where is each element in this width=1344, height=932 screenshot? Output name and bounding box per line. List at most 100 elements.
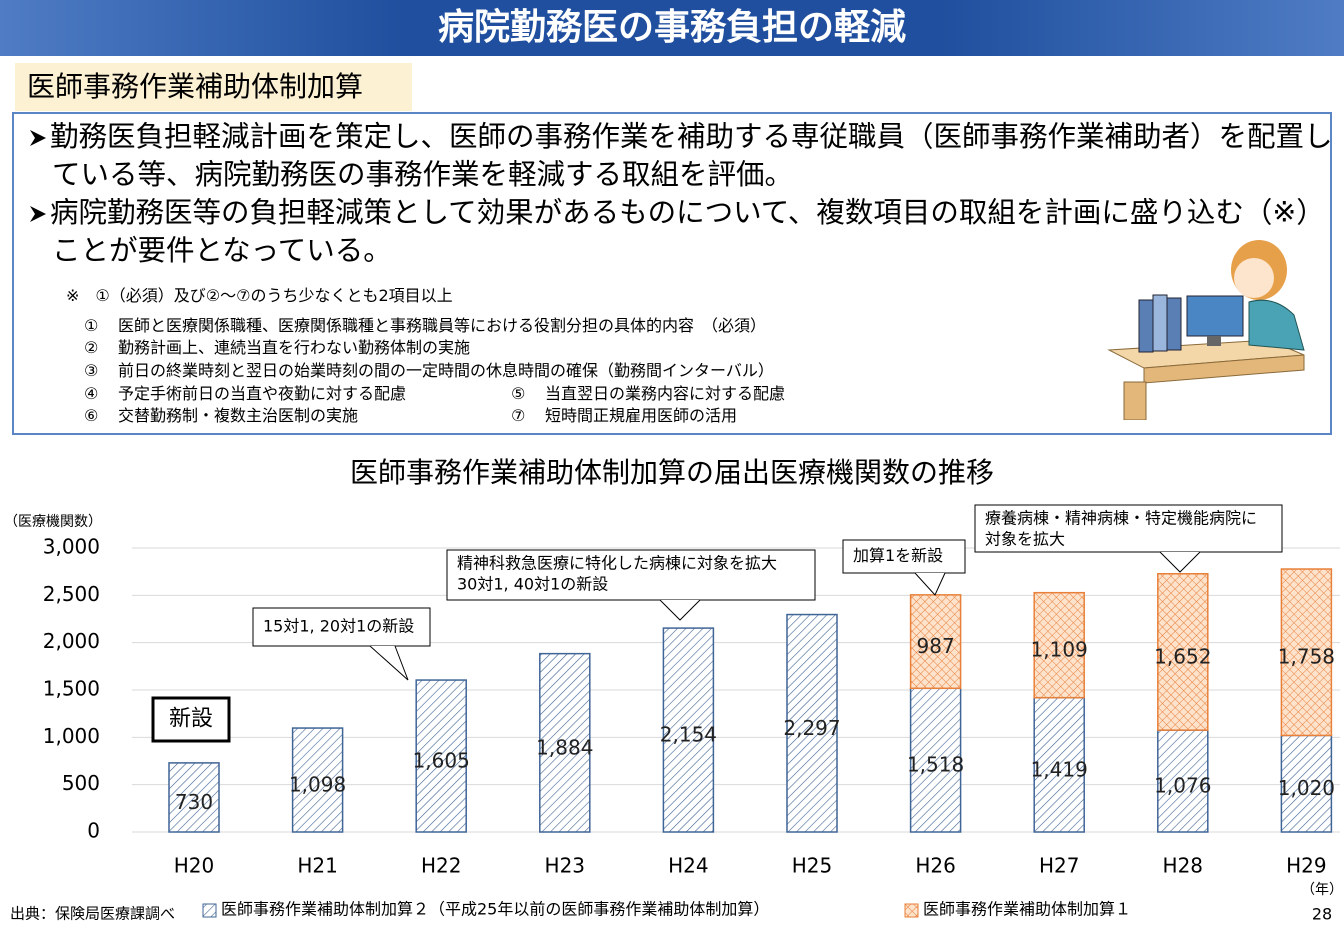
value-label: 1,419	[1031, 757, 1088, 781]
y-tick-label: 2,500	[43, 582, 100, 606]
value-label: 1,098	[289, 773, 346, 797]
note-item: ① 医師と医療関係職種、医療関係職種と事務職員等における役割分担の具体的内容 （必…	[84, 312, 766, 336]
x-tick-label: H24	[668, 854, 709, 878]
note-text: 医師と医療関係職種、医療関係職種と事務職員等における役割分担の具体的内容 （必須…	[118, 316, 767, 335]
note-heading: ※ ①（必須）及び②～⑦のうち少なくとも2項目以上	[66, 286, 453, 305]
bar-segment	[909, 687, 962, 833]
x-tick-label: H29	[1286, 854, 1327, 878]
value-label: 730	[175, 790, 213, 814]
callout-box	[974, 504, 1283, 553]
annotation: 新設	[169, 707, 213, 732]
bar-segment	[291, 727, 344, 833]
y-axis-label: （医療機関数）	[4, 513, 102, 530]
bar-segment	[1280, 734, 1333, 833]
value-label: 1,109	[1031, 638, 1088, 662]
bullet-text: 病院勤務医等の負担軽減策として効果があるものについて、複数項目の取組を計画に盛り…	[50, 196, 1325, 267]
bar-segment	[662, 627, 715, 833]
x-axis-label: （年）	[1301, 882, 1343, 898]
bar-segment	[786, 613, 838, 833]
value-label: 1,020	[1278, 776, 1335, 800]
x-tick-label: H27	[1039, 854, 1080, 878]
note-text: 短時間正規雇用医師の活用	[545, 406, 738, 425]
y-tick-label: 500	[62, 771, 100, 795]
value-label: 987	[917, 634, 955, 658]
callout-box	[252, 607, 431, 647]
legend-swatch	[202, 903, 217, 918]
note-number: ①	[84, 316, 99, 335]
illustration	[1107, 240, 1305, 420]
x-tick-label: H21	[297, 854, 338, 878]
note-text: 予定手術前日の当直や夜勤に対する配慮	[118, 384, 407, 403]
bullet: 病院勤務医等の負担軽減策として効果があるものについて、複数項目の取組を計画に盛り…	[24, 194, 1344, 270]
note-number: ⑦	[511, 406, 526, 425]
bar-segment	[1033, 696, 1085, 833]
note-item: ⑤ 当直翌日の業務内容に対する配慮	[511, 380, 785, 404]
value-label: 1,652	[1154, 644, 1211, 668]
value-label: 1,758	[1278, 645, 1335, 669]
value-label: 1,884	[536, 735, 593, 759]
bar-segment	[1157, 572, 1209, 731]
y-tick-label: 1,000	[43, 724, 100, 748]
bar-segment	[1280, 568, 1333, 737]
y-tick-label: 1,500	[43, 677, 100, 701]
note-text: 勤務計画上、連続当直を行わない勤務体制の実施	[118, 338, 471, 357]
x-tick-label: H25	[792, 854, 833, 878]
callout-tail	[369, 645, 409, 681]
value-label: 2,154	[660, 723, 717, 747]
legend-label: 医師事務作業補助体制加算２（平成25年以前の医師事務作業補助体制加算）	[221, 900, 769, 919]
header-title: 病院勤務医の事務負担の軽減	[0, 0, 1344, 56]
annotation: 精神科救急医療に特化した病棟に対象を拡大	[457, 554, 777, 573]
description-box: 勤務医負担軽減計画を策定し、医師の事務作業を補助する専従職員（医師事務作業補助者…	[12, 112, 1333, 435]
legend-swatch	[904, 903, 919, 918]
legend-label: 医師事務作業補助体制加算１	[923, 900, 1131, 919]
x-tick-label: H20	[174, 854, 215, 878]
value-label: 1,518	[907, 753, 964, 777]
bar-segment	[1157, 729, 1209, 833]
note-number: ④	[84, 384, 99, 403]
chart-title: 医師事務作業補助体制加算の届出医療機関数の推移	[350, 456, 994, 489]
value-label: 2,297	[783, 716, 840, 740]
note-number: ②	[84, 338, 99, 357]
note-item: ② 勤務計画上、連続当直を行わない勤務体制の実施	[84, 334, 470, 358]
annotation: 対象を拡大	[985, 530, 1065, 549]
callout-box	[842, 539, 966, 574]
bar-segment	[415, 679, 467, 833]
y-tick-label: 3,000	[43, 535, 100, 559]
annotation: 加算1を新設	[853, 546, 943, 565]
callout-tail	[659, 599, 701, 621]
annotation: 30対1, 40対1の新設	[457, 575, 608, 594]
note-text: 交替勤務制・複数主治医制の実施	[118, 406, 359, 425]
note-number: ⑥	[84, 406, 99, 425]
bullet-icon	[30, 130, 46, 146]
bar-segment	[909, 594, 962, 690]
y-tick-label: 2,000	[43, 629, 100, 653]
note-item: ④ 予定手術前日の当直や夜勤に対する配慮	[84, 380, 406, 404]
annotation: 15対1, 20対1の新設	[263, 617, 414, 636]
bar-segment	[168, 762, 220, 833]
source: 出典：保険局医療課調べ	[10, 905, 175, 923]
value-label: 1,605	[413, 749, 470, 773]
chart: 医師事務作業補助体制加算の届出医療機関数の推移 （医療機関数） （年） 出典：保…	[4, 456, 1343, 924]
note-item: ⑥ 交替勤務制・複数主治医制の実施	[84, 402, 358, 426]
bullet: 勤務医負担軽減計画を策定し、医師の事務作業を補助する専従職員（医師事務作業補助者…	[24, 118, 1344, 194]
y-tick-label: 0	[87, 819, 100, 843]
bar-segment	[1033, 591, 1085, 699]
note-item: ③ 前日の終業時刻と翌日の始業時刻の間の一定時間の休息時間の確保（勤務間インターバ…	[84, 357, 774, 381]
annotation: 療養病棟・精神病棟・特定機能病院に	[985, 509, 1257, 528]
callout-tail	[914, 572, 946, 596]
section-label: 医師事務作業補助体制加算	[15, 63, 412, 111]
callout-box	[151, 696, 231, 743]
callout-box	[446, 549, 816, 601]
note-text: 前日の終業時刻と翌日の始業時刻の間の一定時間の休息時間の確保（勤務間インターバル…	[118, 361, 774, 380]
page-number: 28	[1312, 905, 1332, 924]
note-item: ⑦ 短時間正規雇用医師の活用	[511, 402, 737, 426]
x-tick-label: H26	[915, 854, 956, 878]
note-number: ⑤	[511, 384, 526, 403]
x-tick-label: H22	[421, 854, 462, 878]
note-text: 当直翌日の業務内容に対する配慮	[545, 384, 786, 403]
x-tick-label: H23	[545, 854, 586, 878]
bar-segment	[539, 652, 591, 833]
callout-tail	[1159, 551, 1201, 573]
bullet-icon	[30, 206, 46, 222]
